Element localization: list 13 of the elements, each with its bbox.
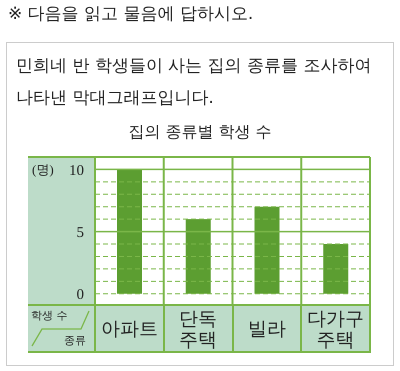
y-axis-title: 학생 수 <box>31 308 68 323</box>
y-tick-label: 5 <box>76 224 84 241</box>
x-tick-label: 빌라 <box>248 319 286 340</box>
x-tick-label: 아파트 <box>100 319 158 340</box>
text: 민희네 반 학생들이 사는 집의 종류를 조사하여 나타낸 막대그래프입니다. <box>16 55 372 110</box>
y-tick-label: 10 <box>69 162 84 179</box>
text: ※ 다음을 읽고 물음에 답하시오. <box>8 3 254 25</box>
x-axis-title: 종류 <box>64 333 86 348</box>
x-tick-label: 다가구 주택 <box>307 309 364 351</box>
text: (명) <box>32 161 54 179</box>
x-tick-label: 단독 주택 <box>179 309 218 351</box>
y-tick-label: 0 <box>76 287 84 304</box>
chart-title: 집의 종류별 학생 수 <box>127 122 273 143</box>
